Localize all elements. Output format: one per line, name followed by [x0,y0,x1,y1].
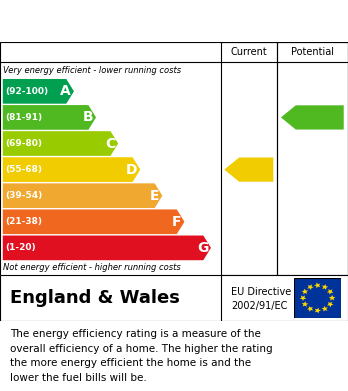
Text: (21-38): (21-38) [5,217,42,226]
Polygon shape [315,308,321,314]
Text: 2002/91/EC: 2002/91/EC [231,301,288,311]
Text: E: E [150,189,159,203]
Polygon shape [301,289,308,294]
Text: F: F [172,215,182,229]
Polygon shape [329,295,335,300]
Text: (39-54): (39-54) [5,191,42,200]
Text: 60: 60 [242,163,261,177]
Text: Not energy efficient - higher running costs: Not energy efficient - higher running co… [3,264,181,273]
Text: The energy efficiency rating is a measure of the
overall efficiency of a home. T: The energy efficiency rating is a measur… [10,329,273,383]
Text: Current: Current [230,47,267,57]
Polygon shape [3,79,74,104]
Text: 83: 83 [306,110,325,124]
Bar [221,42,277,275]
Text: (1-20): (1-20) [5,243,35,252]
Polygon shape [314,282,321,288]
Text: B: B [82,110,93,124]
Text: D: D [126,163,137,177]
Text: England & Wales: England & Wales [10,289,180,307]
Polygon shape [300,296,306,301]
Text: Potential: Potential [291,47,334,57]
Polygon shape [327,289,333,295]
Polygon shape [3,183,162,208]
Text: C: C [105,136,116,151]
Polygon shape [322,284,328,290]
Text: (69-80): (69-80) [5,139,42,148]
Polygon shape [3,235,211,260]
Text: EU Directive: EU Directive [231,287,292,298]
Polygon shape [307,306,313,312]
Text: Energy Efficiency Rating: Energy Efficiency Rating [10,14,239,32]
Polygon shape [3,157,140,182]
Polygon shape [3,105,96,130]
Text: Very energy efficient - lower running costs: Very energy efficient - lower running co… [3,66,182,75]
Polygon shape [302,301,308,307]
Text: A: A [61,84,71,98]
Text: G: G [197,241,208,255]
Text: (55-68): (55-68) [5,165,42,174]
Polygon shape [3,131,118,156]
Text: (92-100): (92-100) [5,87,48,96]
Polygon shape [307,284,314,290]
Polygon shape [321,306,328,312]
Bar [277,42,348,275]
Polygon shape [327,301,334,307]
Polygon shape [3,210,184,234]
Text: (81-91): (81-91) [5,113,42,122]
Polygon shape [224,158,273,182]
Polygon shape [281,105,344,129]
